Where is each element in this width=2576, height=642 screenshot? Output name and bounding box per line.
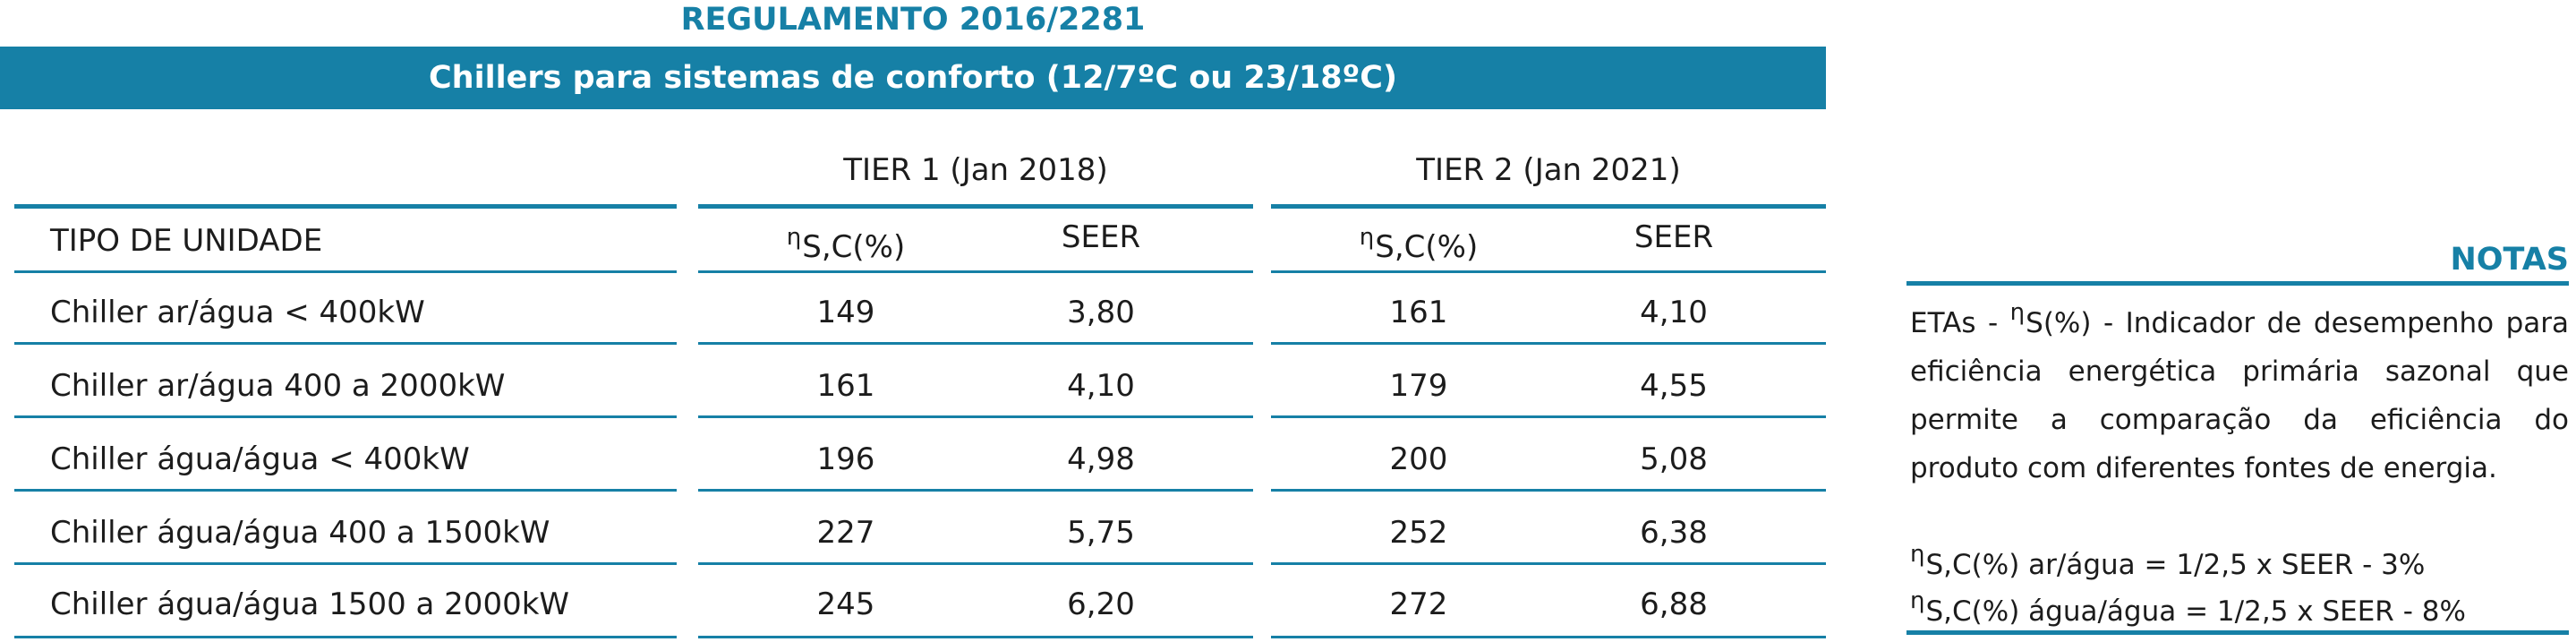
row-tier2-seer: 6,38	[1640, 515, 1708, 551]
row-type: Chiller água/água 400 a 1500kW	[50, 515, 550, 551]
row-divider	[1271, 562, 1826, 565]
row-divider	[14, 636, 677, 638]
notes-text: S(%) - Indicador de desempenho para efic…	[1910, 307, 2569, 484]
column-header-tier1-eta: ηS,C(%)	[698, 208, 994, 267]
eta-symbol: η	[1910, 587, 1925, 614]
row-divider	[698, 415, 1253, 418]
row-divider	[698, 636, 1253, 638]
header-bottom-rule-tier2	[1271, 270, 1826, 273]
eta-symbol: η	[1359, 224, 1375, 251]
row-tier1-seer: 5,75	[1067, 515, 1135, 551]
tier-2-label: TIER 2 (Jan 2021)	[1416, 152, 1681, 188]
header-rule-type	[14, 204, 677, 209]
row-tier1-seer: 3,80	[1067, 295, 1135, 330]
formula-text: S,C(%) água/água = 1/2,5 x SEER - 8%	[1925, 595, 2466, 628]
notes-bottom-rule	[1906, 630, 2569, 635]
row-tier1-eta: 196	[816, 441, 875, 477]
header-bottom-rule-tier1	[698, 270, 1253, 273]
header-rule-tier2	[1271, 204, 1826, 209]
row-tier2-eta: 200	[1389, 441, 1448, 477]
column-header-tier1-seer: SEER	[1061, 219, 1141, 255]
row-tier1-eta: 245	[816, 586, 875, 622]
row-divider	[698, 342, 1253, 345]
row-tier1-eta: 149	[816, 295, 875, 330]
row-type: Chiller água/água 1500 a 2000kW	[50, 586, 570, 622]
row-divider	[14, 562, 677, 565]
tier-1-label: TIER 1 (Jan 2018)	[843, 152, 1108, 188]
row-type: Chiller água/água < 400kW	[50, 441, 470, 477]
row-tier1-seer: 4,10	[1067, 368, 1135, 404]
row-tier2-seer: 5,08	[1640, 441, 1708, 477]
notes-top-rule	[1906, 281, 2569, 286]
eta-symbol: η	[2009, 299, 2026, 326]
formula-water-water: ηS,C(%) água/água = 1/2,5 x SEER - 8%	[1910, 578, 2466, 634]
column-header-tier2-eta: ηS,C(%)	[1271, 208, 1566, 267]
row-divider	[14, 342, 677, 345]
row-tier1-seer: 6,20	[1067, 586, 1135, 622]
notes-title: NOTAS	[2450, 242, 2570, 278]
eta-header-label: S,C(%)	[1375, 229, 1479, 265]
row-tier2-seer: 4,55	[1640, 368, 1708, 404]
notes-prefix: ETAs -	[1910, 307, 2010, 339]
row-tier2-eta: 252	[1389, 515, 1448, 551]
row-tier1-seer: 4,98	[1067, 441, 1135, 477]
eta-symbol: η	[786, 224, 802, 251]
row-type: Chiller ar/água 400 a 2000kW	[50, 368, 506, 404]
row-tier2-seer: 4,10	[1640, 295, 1708, 330]
column-header-type: TIPO DE UNIDADE	[50, 223, 323, 259]
row-divider	[1271, 415, 1826, 418]
row-divider	[1271, 636, 1826, 638]
formula-air-water: ηS,C(%) ar/água = 1/2,5 x SEER - 3%	[1910, 532, 2425, 587]
row-tier1-eta: 227	[816, 515, 875, 551]
row-divider	[698, 562, 1253, 565]
row-type: Chiller ar/água < 400kW	[50, 295, 425, 330]
header-bottom-rule-type	[14, 270, 677, 273]
row-tier2-eta: 161	[1389, 295, 1448, 330]
row-divider	[1271, 489, 1826, 492]
header-rule-tier1	[698, 204, 1253, 209]
eta-symbol: η	[1910, 541, 1925, 568]
row-divider	[14, 489, 677, 492]
row-tier2-seer: 6,88	[1640, 586, 1708, 622]
row-tier1-eta: 161	[816, 368, 875, 404]
row-divider	[1271, 342, 1826, 345]
row-tier2-eta: 179	[1389, 368, 1448, 404]
column-header-tier2-seer: SEER	[1633, 219, 1714, 255]
notes-body: ETAs - ηS(%) - Indicador de desempenho p…	[1910, 288, 2569, 492]
regulation-title: REGULAMENTO 2016/2281	[680, 2, 1146, 38]
row-divider	[14, 415, 677, 418]
row-divider	[698, 489, 1253, 492]
table-banner: Chillers para sistemas de conforto (12/7…	[0, 47, 1826, 109]
formula-text: S,C(%) ar/água = 1/2,5 x SEER - 3%	[1925, 549, 2426, 581]
eta-header-label: S,C(%)	[802, 229, 906, 265]
row-tier2-eta: 272	[1389, 586, 1448, 622]
